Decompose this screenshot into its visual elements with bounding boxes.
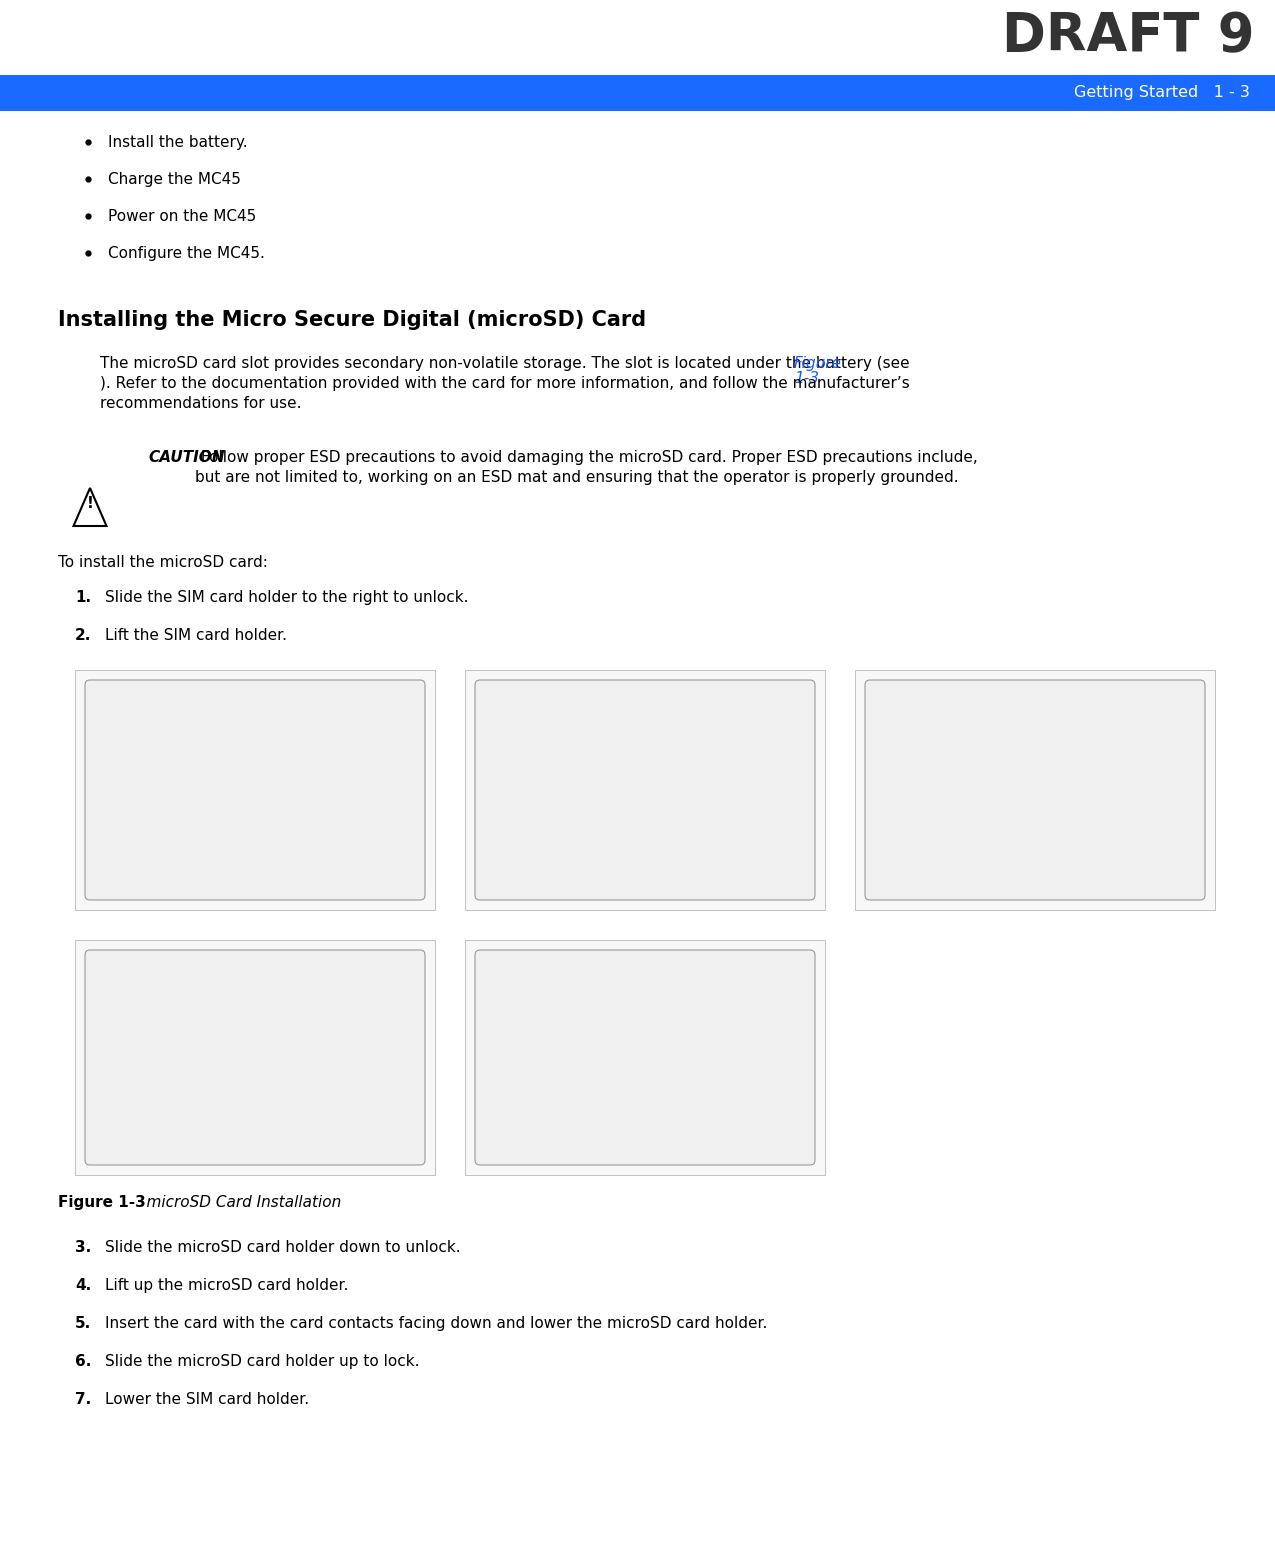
Text: Getting Started   1 - 3: Getting Started 1 - 3 <box>1074 85 1250 101</box>
Text: Slide the microSD card holder down to unlock.: Slide the microSD card holder down to un… <box>105 1240 460 1255</box>
Text: 2.: 2. <box>75 628 92 642</box>
FancyBboxPatch shape <box>85 680 425 899</box>
Text: Configure the MC45.: Configure the MC45. <box>108 246 265 262</box>
Text: Slide the SIM card holder to the right to unlock.: Slide the SIM card holder to the right t… <box>105 590 468 605</box>
Text: Installing the Micro Secure Digital (microSD) Card: Installing the Micro Secure Digital (mic… <box>57 310 646 330</box>
Bar <box>465 940 825 1175</box>
Text: DRAFT 9: DRAFT 9 <box>1002 9 1255 62</box>
Bar <box>465 670 825 910</box>
Polygon shape <box>74 488 107 526</box>
Bar <box>0 74 1275 111</box>
Text: 7.: 7. <box>75 1392 92 1407</box>
Text: 6.: 6. <box>75 1354 92 1368</box>
Text: Figure
1-3: Figure 1-3 <box>794 356 842 385</box>
Text: Lower the SIM card holder.: Lower the SIM card holder. <box>105 1392 309 1407</box>
Text: Lift up the microSD card holder.: Lift up the microSD card holder. <box>105 1279 348 1293</box>
FancyBboxPatch shape <box>476 680 815 899</box>
Text: The microSD card slot provides secondary non-volatile storage. The slot is locat: The microSD card slot provides secondary… <box>99 356 914 372</box>
Text: microSD Card Installation: microSD Card Installation <box>126 1195 340 1211</box>
Text: 1.: 1. <box>75 590 91 605</box>
Text: but are not limited to, working on an ESD mat and ensuring that the operator is : but are not limited to, working on an ES… <box>195 471 959 485</box>
FancyBboxPatch shape <box>864 680 1205 899</box>
Bar <box>75 670 435 910</box>
Text: Charge the MC45: Charge the MC45 <box>108 172 241 187</box>
Text: recommendations for use.: recommendations for use. <box>99 396 301 412</box>
Text: 5.: 5. <box>75 1316 92 1331</box>
Text: Slide the microSD card holder up to lock.: Slide the microSD card holder up to lock… <box>105 1354 419 1368</box>
Text: To install the microSD card:: To install the microSD card: <box>57 556 268 570</box>
Text: 3.: 3. <box>75 1240 92 1255</box>
Text: Insert the card with the card contacts facing down and lower the microSD card ho: Insert the card with the card contacts f… <box>105 1316 768 1331</box>
Text: Power on the MC45: Power on the MC45 <box>108 209 256 224</box>
Text: !: ! <box>87 497 93 511</box>
Text: CAUTION: CAUTION <box>148 450 224 464</box>
Text: 4.: 4. <box>75 1279 92 1293</box>
Text: Lift the SIM card holder.: Lift the SIM card holder. <box>105 628 287 642</box>
Text: ). Refer to the documentation provided with the card for more information, and f: ). Refer to the documentation provided w… <box>99 376 910 392</box>
Text: Install the battery.: Install the battery. <box>108 135 247 150</box>
Bar <box>856 670 1215 910</box>
Text: Figure 1-3: Figure 1-3 <box>57 1195 145 1211</box>
FancyBboxPatch shape <box>476 950 815 1166</box>
FancyBboxPatch shape <box>85 950 425 1166</box>
Text: Follow proper ESD precautions to avoid damaging the microSD card. Proper ESD pre: Follow proper ESD precautions to avoid d… <box>196 450 978 464</box>
Bar <box>75 940 435 1175</box>
